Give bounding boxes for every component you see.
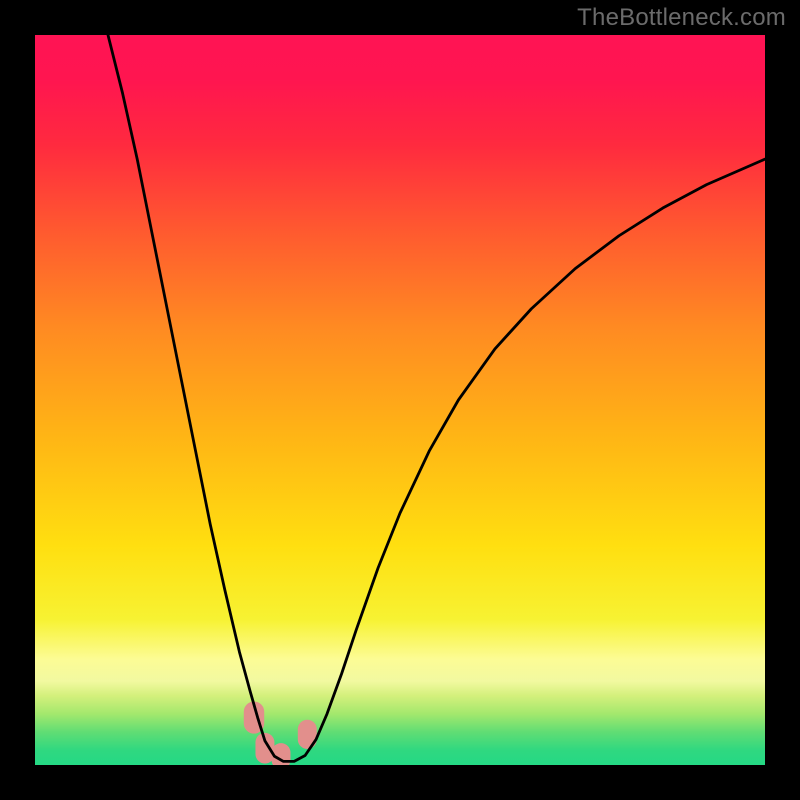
plot-area [35,35,765,765]
watermark-text: TheBottleneck.com [577,4,786,32]
curve-layer [35,35,765,765]
bottleneck-curve [108,35,765,761]
stage: TheBottleneck.com [0,0,800,800]
